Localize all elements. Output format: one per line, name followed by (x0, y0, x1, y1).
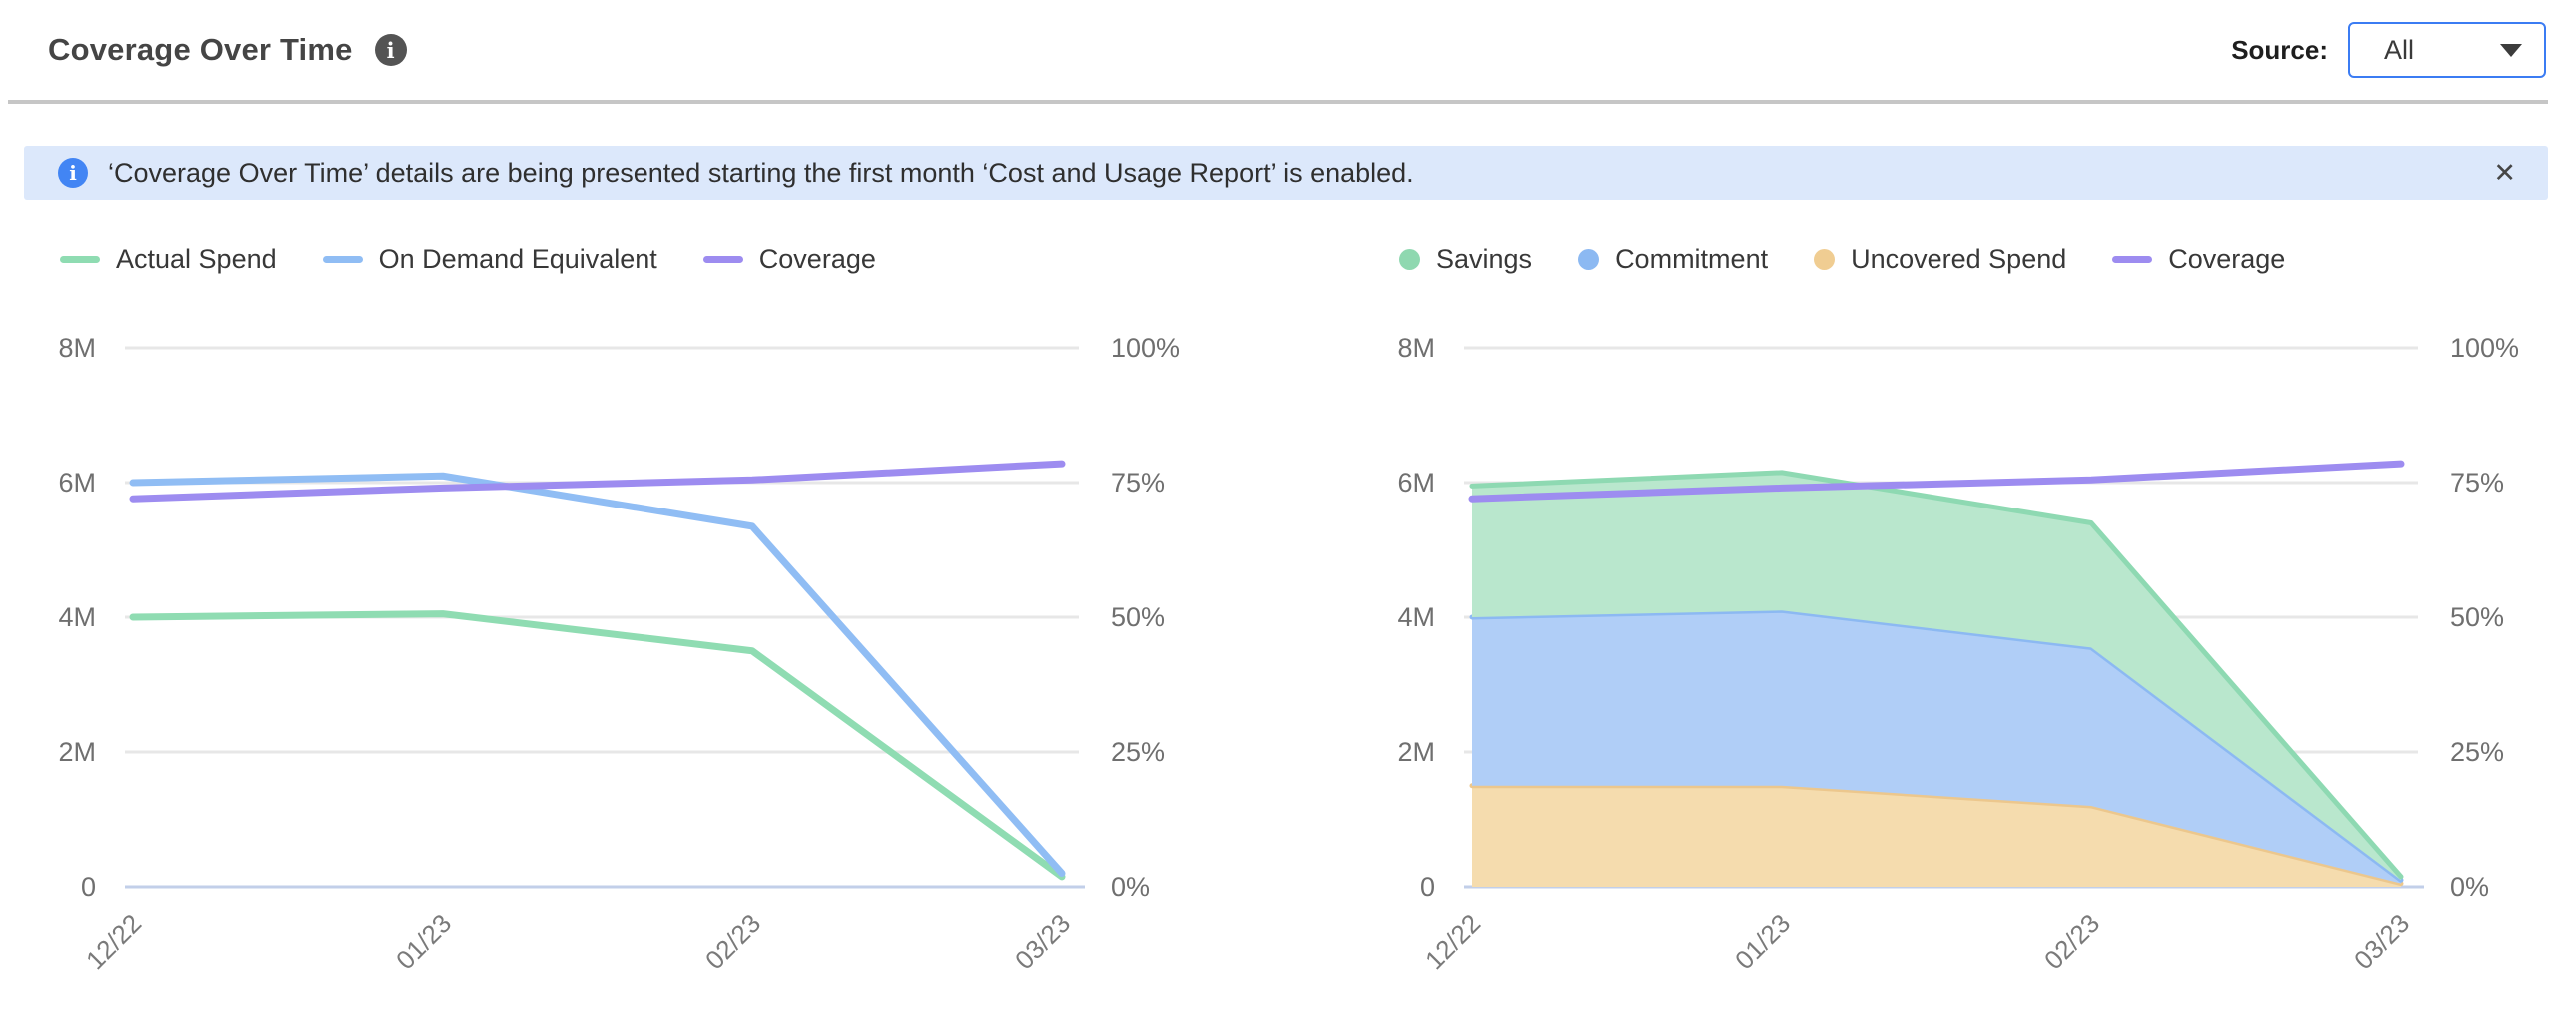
y-axis-label-right: 75% (1111, 468, 1165, 498)
banner-text: ‘Coverage Over Time’ details are being p… (108, 157, 1414, 188)
y-axis-label-left: 0 (81, 872, 96, 902)
header: Coverage Over Time i Source: All (0, 0, 2576, 100)
legend-swatch-circle (1814, 248, 1836, 270)
legend-swatch-circle (1399, 248, 1420, 270)
chevron-down-icon (2500, 43, 2522, 57)
legend-item-uncovered-spend[interactable]: Uncovered Spend (1814, 244, 2066, 275)
legend-label: Coverage (2168, 243, 2286, 274)
y-axis-label-right: 75% (2450, 468, 2504, 498)
legend-label: Savings (1436, 243, 1533, 274)
legend-swatch-line (2112, 255, 2153, 263)
y-axis-label-left: 4M (58, 602, 96, 632)
info-banner: i ‘Coverage Over Time’ details are being… (24, 146, 2548, 200)
legend-label: Coverage (758, 243, 876, 274)
chart-left-canvas[interactable]: 8M 100% 6M 75% 4M 50% 2M 25% 0 0% 12/22 01/23 02/23 0… (30, 296, 1204, 985)
y-axis-label-right: 0% (1111, 872, 1150, 902)
chart-right-areas: Savings Commitment Uncovered Spend Coverage… (1369, 242, 2543, 985)
legend-item-savings[interactable]: Savings (1399, 244, 1532, 275)
y-axis-label-left: 0 (1420, 872, 1435, 902)
title-info-icon[interactable]: i (374, 34, 407, 66)
series-line-coverage (1468, 460, 2405, 503)
y-axis-label-right: 25% (2450, 737, 2504, 767)
area-uncovered-spend (1472, 785, 2401, 887)
x-axis-label: 03/23 (2348, 908, 2415, 975)
legend-swatch-circle (1578, 248, 1600, 270)
y-axis-label-left: 4M (1397, 602, 1435, 632)
legend-swatch-line (702, 255, 743, 263)
y-axis-label-right: 25% (1111, 737, 1165, 767)
legend-item-coverage[interactable]: Coverage (702, 243, 876, 275)
banner-close-icon[interactable]: ✕ (2493, 157, 2516, 188)
x-axis-label: 01/23 (390, 908, 457, 975)
chart-left-legend: Actual Spend On Demand Equivalent Coverage (30, 242, 1204, 276)
x-axis-label: 02/23 (2038, 908, 2105, 975)
series-line-coverage (129, 460, 1066, 503)
y-axis-label-right: 100% (1111, 333, 1180, 363)
charts-row: Actual Spend On Demand Equivalent Coverage… (30, 242, 2543, 985)
x-axis-label: 03/23 (1009, 908, 1076, 975)
legend-label: Commitment (1615, 243, 1769, 274)
legend-label: Actual Spend (116, 243, 277, 274)
y-axis-label-left: 2M (58, 737, 96, 767)
x-axis-label: 01/23 (1729, 908, 1796, 975)
series-line-on-demand-equivalent (129, 472, 1066, 877)
header-separator (8, 100, 2548, 104)
source-select-value: All (2384, 34, 2415, 65)
y-axis-label-left: 8M (1397, 333, 1435, 363)
series-line-actual-spend (129, 610, 1066, 881)
page-title: Coverage Over Time (48, 32, 353, 67)
chart-left-lines: Actual Spend On Demand Equivalent Coverage… (30, 242, 1204, 985)
y-axis-label-right: 50% (2450, 602, 2504, 632)
y-axis-label-right: 50% (1111, 602, 1165, 632)
y-axis-label-right: 100% (2450, 333, 2519, 363)
banner-info-icon: i (58, 158, 88, 188)
legend-label: Uncovered Spend (1851, 243, 2067, 274)
x-axis-label: 12/22 (80, 908, 147, 975)
source-control: Source: All (2231, 22, 2546, 78)
legend-item-coverage[interactable]: Coverage (2112, 244, 2285, 275)
legend-item-commitment[interactable]: Commitment (1578, 244, 1768, 275)
y-axis-label-left: 6M (58, 468, 96, 498)
source-select[interactable]: All (2348, 22, 2546, 78)
area-edge-savings (1469, 470, 2404, 880)
source-label: Source: (2231, 34, 2328, 65)
area-commitment (1472, 610, 2401, 884)
legend-item-on-demand-equivalent[interactable]: On Demand Equivalent (322, 243, 657, 275)
x-axis-label: 12/22 (1419, 908, 1486, 975)
area-savings (1472, 472, 2401, 881)
y-axis-label-left: 2M (1397, 737, 1435, 767)
x-axis-label: 02/23 (699, 908, 766, 975)
legend-item-actual-spend[interactable]: Actual Spend (60, 244, 277, 275)
legend-swatch-line (322, 255, 363, 263)
legend-swatch-line (60, 255, 100, 263)
y-axis-label-left: 8M (58, 333, 96, 363)
y-axis-label-left: 6M (1397, 468, 1435, 498)
chart-right-legend: Savings Commitment Uncovered Spend Coverage (1369, 242, 2543, 276)
chart-right-canvas[interactable]: 8M 100% 6M 75% 4M 50% 2M 25% 0 0% 12/22 01/23 02/23 0… (1369, 296, 2543, 985)
title-wrap: Coverage Over Time i (48, 32, 407, 68)
y-axis-label-right: 0% (2450, 872, 2489, 902)
legend-label: On Demand Equivalent (378, 243, 657, 274)
